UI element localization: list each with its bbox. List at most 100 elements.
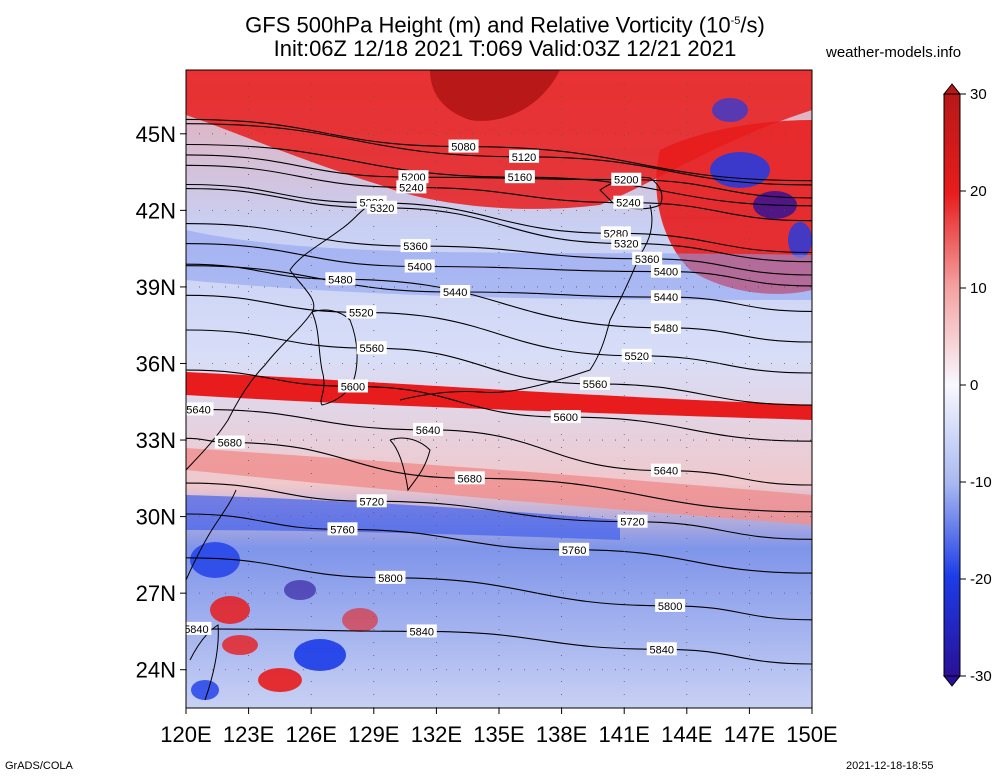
contour-label: 5560 [583,379,607,391]
contour-label: 5360 [403,241,427,253]
contour-label-bg [550,410,581,424]
contour-label-bg [650,264,681,278]
lat-tick-label: 24N [136,658,176,683]
lon-tick-label: 123E [223,722,274,747]
contour-label: 5400 [407,262,431,274]
contour-label-bg [398,170,429,184]
lon-tick-label: 150E [786,722,837,747]
colorbar-tick-label: -10 [970,474,992,491]
contour-label-bg [611,236,642,250]
contour-label: 5600 [554,412,578,424]
contour-line-5720 [186,482,812,540]
brand-label: weather-models.info [826,44,962,61]
contour-label-bg [440,285,471,299]
lat-tick-label: 36N [136,351,176,376]
contour-label-bg [650,320,681,334]
contour-label: 5840 [184,624,208,636]
contour-label-bg [504,170,535,184]
lon-tick-label: 129E [348,722,399,747]
contour-label-bg [579,376,610,390]
lon-tick-label: 141E [599,722,650,747]
contour-label: 5800 [378,573,402,585]
contour-label-bg [400,239,431,253]
contour-line-5240 [186,164,812,222]
contour-label: 5480 [328,274,352,286]
contour-label-bg [186,402,214,416]
latitude-axis: 45N 42N 39N 36N 33N 30N 27N 24N [136,122,186,683]
contour-label-bg [214,435,245,449]
contour-label-bg [655,598,686,612]
lat-lon-grid [186,70,812,708]
vorticity-field [186,70,812,708]
colorbar-tick-label: 20 [970,183,987,200]
contour-label-bg [356,341,387,355]
lon-tick-label: 126E [286,722,337,747]
contour-label: 5440 [654,292,678,304]
contour-label: 5760 [330,524,354,536]
contour-label: 5640 [654,466,678,478]
contour-label-bg [509,149,540,163]
contour-line-5480 [186,263,812,343]
contour-label: 5600 [341,381,365,393]
colorbar-tick-label: 30 [970,86,987,103]
lon-tick-label: 138E [536,722,587,747]
contour-line-5280 [186,183,812,254]
contour-label: 5720 [359,496,383,508]
contour-label-bg [375,570,406,584]
contour-label-bg [404,259,435,273]
colorbar-tick-label: 0 [970,377,978,394]
lon-tick-label: 132E [411,722,462,747]
contour-label: 5080 [451,142,475,154]
contour-line-5440 [186,265,812,312]
contour-label-bg [327,522,358,536]
colorbar-tick-label: -20 [970,571,992,588]
contour-label-bg [448,139,479,153]
contour-label: 5840 [410,626,434,638]
contour-label: 5760 [562,545,586,557]
contour-label-bg [613,195,644,209]
colorbar-tick-label: 10 [970,280,987,297]
contour-label-bg [559,542,590,556]
contour-label: 5240 [399,182,423,194]
footer-software: GrADS/COLA [5,760,73,772]
contour-label-bg [600,226,631,240]
contour-label: 5560 [359,343,383,355]
contour-label-bg [617,514,648,528]
footer-timestamp: 2021-12-18-18:55 [846,760,934,772]
contour-label: 5440 [443,287,467,299]
contour-line-5320 [186,188,812,263]
lat-tick-label: 27N [136,581,176,606]
title-superscript: -5 [730,15,741,27]
contour-line-5560 [186,329,812,406]
contour-label: 5400 [654,267,678,279]
contour-label-bg [186,621,212,635]
contour-label: 5160 [508,172,532,184]
lon-tick-label: 147E [724,722,775,747]
colorbar-scale [943,93,961,677]
contour-label-bg [396,180,427,194]
lat-tick-label: 45N [136,122,176,147]
contour-line-5360 [186,223,812,276]
contour-line-5800 [186,557,812,621]
contour-label: 5520 [349,307,373,319]
colorbar-top-arrow [942,83,962,95]
contour-label: 5840 [650,644,674,656]
contour-line-5520 [186,294,812,374]
contour-label-bg [337,379,368,393]
contour-label-bg [413,422,444,436]
contour-label-bg [346,305,377,319]
contour-label-bg [650,463,681,477]
colorbar-bottom-arrow [942,675,962,687]
contour-label-bg [454,471,485,485]
contour-label: 5240 [616,198,640,210]
contour-label-bg [611,172,642,186]
contour-label: 5800 [658,601,682,613]
colorbar: 30 20 10 0 -10 -20 -30 [942,83,992,687]
longitude-axis: 120E 123E 126E 129E 132E 135E 138E 141E 144E 147E… [160,708,838,747]
lon-tick-label: 120E [160,722,211,747]
contour-label: 5200 [614,175,638,187]
contour-label-bg [367,200,398,214]
contour-label-bg [406,624,437,638]
contour-label: 5720 [620,517,644,529]
